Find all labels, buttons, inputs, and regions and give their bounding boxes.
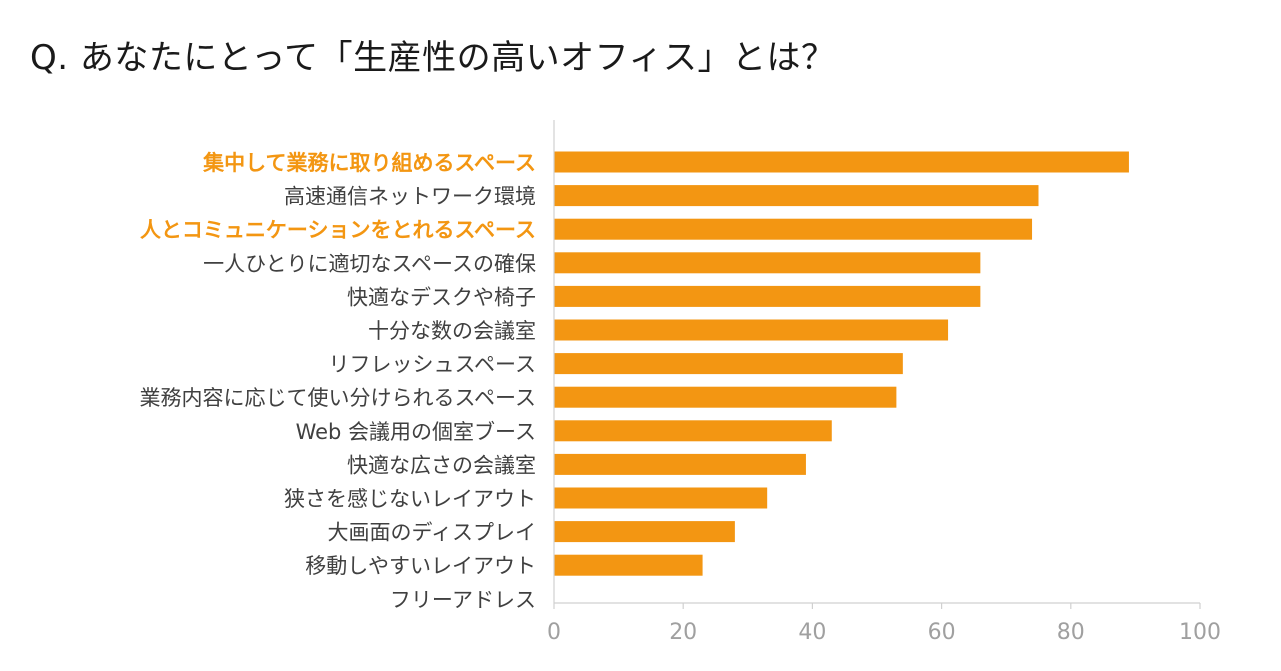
bar	[554, 185, 1039, 207]
bar	[554, 521, 735, 543]
bar	[554, 151, 1129, 173]
bar	[554, 353, 903, 375]
bar	[554, 487, 768, 509]
bar	[554, 252, 981, 274]
category-label: 大画面のディスプレイ	[327, 521, 536, 545]
x-tick-label: 20	[669, 620, 697, 645]
x-axis: 0 20 40 60 80 100	[547, 120, 1221, 645]
bar	[554, 319, 949, 341]
category-label: 快適な広さの会議室	[347, 453, 536, 477]
bars-group	[554, 151, 1129, 576]
bar	[554, 420, 832, 442]
bar	[554, 218, 1033, 240]
bar	[554, 386, 897, 408]
category-label: 業務内容に応じて使い分けられるスペース	[140, 386, 536, 410]
category-label: 移動しやすいレイアウト	[305, 554, 536, 578]
x-tick-label: 60	[928, 620, 956, 645]
category-label-highlighted: 集中して業務に取り組めるスペース	[202, 151, 536, 175]
bar	[554, 554, 703, 576]
category-label: 狭さを感じないレイアウト	[284, 487, 536, 511]
category-label: 高速通信ネットワーク環境	[284, 185, 536, 209]
x-tick-label: 0	[547, 620, 561, 645]
category-label-highlighted: 人とコミュニケーションをとれるスペース	[140, 218, 536, 242]
category-label: 快適なデスクや椅子	[347, 285, 536, 309]
x-tick-label: 40	[798, 620, 826, 645]
category-label: フリーアドレス	[390, 588, 536, 612]
category-label: 一人ひとりに適切なスペースの確保	[203, 252, 536, 276]
category-label: 十分な数の会議室	[368, 319, 536, 343]
category-label: Web 会議用の個室ブース	[296, 420, 536, 444]
category-labels-group: 集中して業務に取り組めるスペース高速通信ネットワーク環境人とコミュニケーションを…	[140, 151, 536, 612]
bar	[554, 453, 806, 475]
x-tick-label: 100	[1179, 620, 1221, 645]
category-label: リフレッシュスペース	[329, 353, 536, 377]
bar	[554, 285, 981, 307]
x-tick-label: 80	[1057, 620, 1085, 645]
chart-title: Q. あなたにとって「生産性の高いオフィス」とは？	[30, 38, 836, 78]
